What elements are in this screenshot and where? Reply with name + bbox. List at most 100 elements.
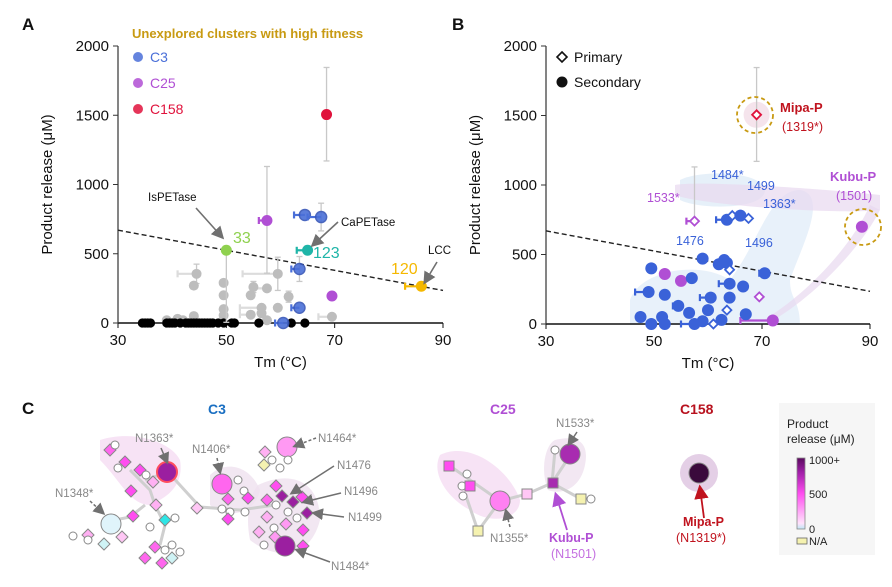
panel-a-legend: C3 C25 C158: [133, 49, 184, 117]
network-node-square: [575, 493, 587, 505]
network-node-circle: [283, 507, 293, 517]
data-point-secondary: [675, 274, 687, 287]
network-node-circle: [269, 523, 279, 533]
label-n1499: N1499: [348, 512, 382, 524]
network-node-diamond: [300, 506, 314, 520]
panel-b-cluster-hulls: [630, 173, 880, 325]
panel-b-y-tick-label: 1500: [504, 108, 537, 125]
legend-label-c158: C158: [150, 101, 184, 117]
network-node-circle: [559, 443, 581, 465]
network-node-diamond: [252, 525, 266, 539]
network-node-circle: [113, 463, 123, 473]
network-node-circle: [68, 531, 78, 541]
network-node-diamond: [158, 513, 172, 527]
network-node-diamond: [149, 498, 163, 512]
data-point-zero: [145, 318, 156, 328]
network-c158: Mipa-P (N1319*): [676, 454, 726, 545]
network-node-diamond: [258, 445, 272, 459]
network-node-circle: [217, 504, 227, 514]
network-node-circle: [271, 500, 281, 510]
network-node-diamond: [148, 540, 162, 554]
label-kubu-p: Kubu-P: [830, 169, 877, 184]
network-node-circle: [274, 535, 296, 557]
data-point-secondary: [672, 299, 685, 312]
network-c3: N1363* N1348* N1406* N1464* N1476 N1496 …: [55, 433, 382, 573]
network-node-diamond: [118, 455, 132, 469]
data-point-secondary: [766, 314, 779, 327]
data-point-secondary: [758, 267, 771, 280]
panel-label-c: C: [22, 399, 34, 418]
label-n1355: N1355*: [490, 533, 529, 545]
data-point-gray: [191, 268, 202, 279]
legend-marker-c25: [133, 78, 143, 88]
panel-a-y-tick-label: 2000: [76, 38, 109, 55]
data-point-ispetase: [220, 244, 232, 256]
panel-a-x-tick-label: 70: [326, 332, 343, 349]
network-node-circle: [550, 445, 560, 455]
network-node-circle: [233, 475, 243, 485]
network-node-circle: [145, 522, 155, 532]
cluster-title-c158: C158: [680, 401, 714, 417]
panel-label-a: A: [22, 15, 34, 34]
data-point-secondary: [855, 220, 868, 233]
arrow-ispetase: [195, 207, 225, 240]
panel-b-y-tick-label: 0: [529, 316, 537, 333]
panel-c-networks: C3 C25 C158 N1363* N1348*: [55, 401, 875, 573]
data-point-primary: [707, 318, 720, 330]
data-point-secondary: [715, 313, 728, 326]
network-node-circle: [170, 513, 180, 523]
label-1476: 1476: [676, 234, 704, 248]
network-node-diamond: [296, 523, 310, 537]
label-n1464: N1464*: [318, 433, 357, 445]
network-node-circle: [211, 473, 233, 495]
network-node-diamond: [124, 484, 138, 498]
colorbar-title-2: release (μM): [787, 432, 855, 446]
legend-marker-c3: [133, 52, 143, 62]
data-point-secondary: [739, 308, 752, 321]
data-point-c158: [321, 109, 333, 121]
cluster-title-c25: C25: [490, 401, 516, 417]
data-point-gray: [272, 302, 283, 313]
network-node-diamond: [269, 479, 283, 493]
panel-label-b: B: [452, 15, 464, 34]
panel-b-x-tick-label: 50: [646, 333, 663, 350]
label-n1533: N1533*: [556, 418, 595, 430]
legend-label-primary: Primary: [574, 49, 622, 65]
panel-b-y-axis-label: Product release (μM): [467, 115, 484, 255]
data-point-zero: [254, 318, 264, 328]
panel-b-x-axis-label: Tm (°C): [682, 355, 735, 372]
data-point-secondary: [685, 272, 698, 285]
label-kubu-p-id: (1501): [836, 189, 872, 203]
data-point-secondary: [704, 291, 717, 304]
network-node-circle: [110, 440, 120, 450]
data-point-gray: [218, 290, 229, 301]
data-point-gray: [283, 291, 294, 302]
data-point-secondary: [634, 311, 647, 324]
label-kubu-p-network: Kubu-P: [549, 531, 593, 545]
label-n1501: (N1501): [551, 547, 596, 561]
panel-b-points: [633, 66, 868, 330]
network-node-diamond: [241, 491, 255, 505]
colorbar-legend: Product release (μM) 1000+ 500 0 N/A: [779, 403, 875, 555]
colorbar-tick-mid: 500: [809, 489, 827, 501]
data-point-gray: [245, 309, 256, 320]
network-node-diamond: [126, 509, 140, 523]
panel-a-title: Unexplored clusters with high fitness: [132, 26, 363, 41]
label-n1406: N1406*: [192, 444, 231, 456]
network-node-circle: [586, 494, 596, 504]
data-point-c25: [261, 215, 273, 227]
kubu-p-highlight-ring: [844, 208, 882, 246]
colorbar-title-1: Product: [787, 417, 829, 431]
network-node-diamond: [275, 489, 289, 503]
data-point-secondary: [723, 291, 736, 304]
network-node-circle: [462, 469, 472, 479]
cluster-title-c3: C3: [208, 401, 226, 417]
panel-a-y-tick-label: 0: [101, 315, 109, 332]
network-node-circle: [259, 540, 269, 550]
colorbar-panel: [779, 403, 875, 555]
label-n1476: N1476: [337, 460, 371, 472]
data-point-primary: [721, 304, 733, 316]
arrow-capetase: [310, 221, 339, 248]
label-1533: 1533*: [647, 191, 680, 205]
